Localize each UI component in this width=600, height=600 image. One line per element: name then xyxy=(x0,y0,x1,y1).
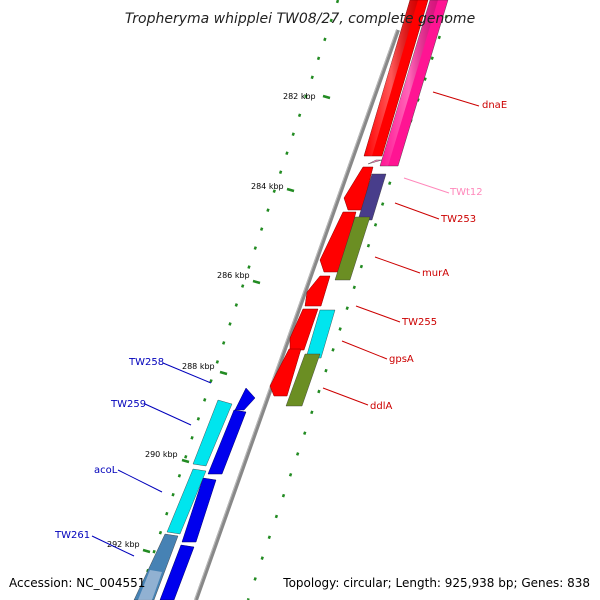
gene-label-TW259: TW259 xyxy=(110,399,146,410)
feature-ddlA-cds xyxy=(269,348,302,397)
gc-track-outer xyxy=(246,0,454,600)
feature-TWt12 xyxy=(367,159,383,165)
feature-gpsA-cog xyxy=(305,309,336,359)
leader-TW253 xyxy=(394,202,440,220)
leader-murA xyxy=(374,256,421,274)
leader-TWt12 xyxy=(403,177,450,194)
gene-label-TW253: TW253 xyxy=(440,214,476,225)
tick-mark xyxy=(142,548,151,554)
gene-label-gpsA: gpsA xyxy=(389,354,414,365)
gene-label-TW261: TW261 xyxy=(54,530,90,541)
gene-label-dnaE: dnaE xyxy=(482,100,507,111)
genome-summary: Topology: circular; Length: 925,938 bp; … xyxy=(282,576,590,590)
backbone-highlight xyxy=(194,29,397,600)
accession-label: Accession: NC_004551 xyxy=(9,576,145,590)
tick-label-282: 282 kbp xyxy=(283,92,316,101)
leader-lines xyxy=(91,91,480,557)
feature-TW255-cds xyxy=(304,275,331,307)
tick-marks xyxy=(142,94,331,554)
leader-TW258 xyxy=(162,362,212,384)
feature-acoL-cds xyxy=(181,477,217,543)
tick-label-288: 288 kbp xyxy=(182,362,215,371)
cog-features-left xyxy=(133,399,233,600)
feature-murA-cds xyxy=(319,211,357,273)
map-title: Tropheryma whipplei TW08/27, complete ge… xyxy=(125,11,475,27)
tick-mark xyxy=(286,187,295,193)
feature-acoL-cog xyxy=(166,468,207,535)
tick-labels: 282 kbp 284 kbp 286 kbp 288 kbp 290 kbp … xyxy=(107,92,316,549)
tick-label-292: 292 kbp xyxy=(107,540,140,549)
feature-murA-cog xyxy=(334,216,371,281)
tick-mark xyxy=(252,279,261,285)
feature-TW258-cds xyxy=(234,387,256,411)
tick-mark xyxy=(181,458,190,464)
gene-label-murA: murA xyxy=(422,268,449,279)
tick-label-290: 290 kbp xyxy=(145,450,178,459)
leader-ddlA xyxy=(322,387,369,406)
feature-shine xyxy=(364,0,418,156)
feature-shine xyxy=(380,0,438,166)
genome-backbone xyxy=(194,29,400,600)
feature-TW253-cog xyxy=(357,173,387,221)
tick-label-284: 284 kbp xyxy=(251,182,284,191)
tick-mark xyxy=(219,370,228,376)
forward-strand-features xyxy=(269,0,429,397)
feature-TW261-cds xyxy=(159,544,195,600)
leader-gpsA xyxy=(341,340,388,360)
feature-TW259-cds xyxy=(207,409,247,475)
leader-TW261 xyxy=(91,535,135,557)
gene-label-TW258: TW258 xyxy=(128,357,164,368)
tick-label-286: 286 kbp xyxy=(217,271,250,280)
gene-label-TWt12: TWt12 xyxy=(449,187,483,198)
cog-features-right xyxy=(285,0,449,407)
leader-TW255 xyxy=(355,305,401,323)
leader-acoL xyxy=(117,469,163,493)
gene-label-TW255: TW255 xyxy=(401,317,437,328)
gene-labels: dnaE TWt12 TW253 murA TW255 gpsA ddlA TW… xyxy=(54,100,507,541)
backbone-line xyxy=(194,29,400,600)
reverse-strand-features xyxy=(159,387,256,600)
leader-dnaE xyxy=(432,91,480,107)
feature-faded xyxy=(138,570,162,600)
tick-mark xyxy=(322,94,331,100)
feature-ddlA-cog xyxy=(285,353,321,407)
gene-label-acoL: acoL xyxy=(94,465,118,476)
gene-label-ddlA: ddlA xyxy=(370,401,392,412)
feature-TW253-cds xyxy=(343,166,374,211)
leader-TW259 xyxy=(144,403,192,426)
feature-TW259-cog xyxy=(192,399,233,467)
